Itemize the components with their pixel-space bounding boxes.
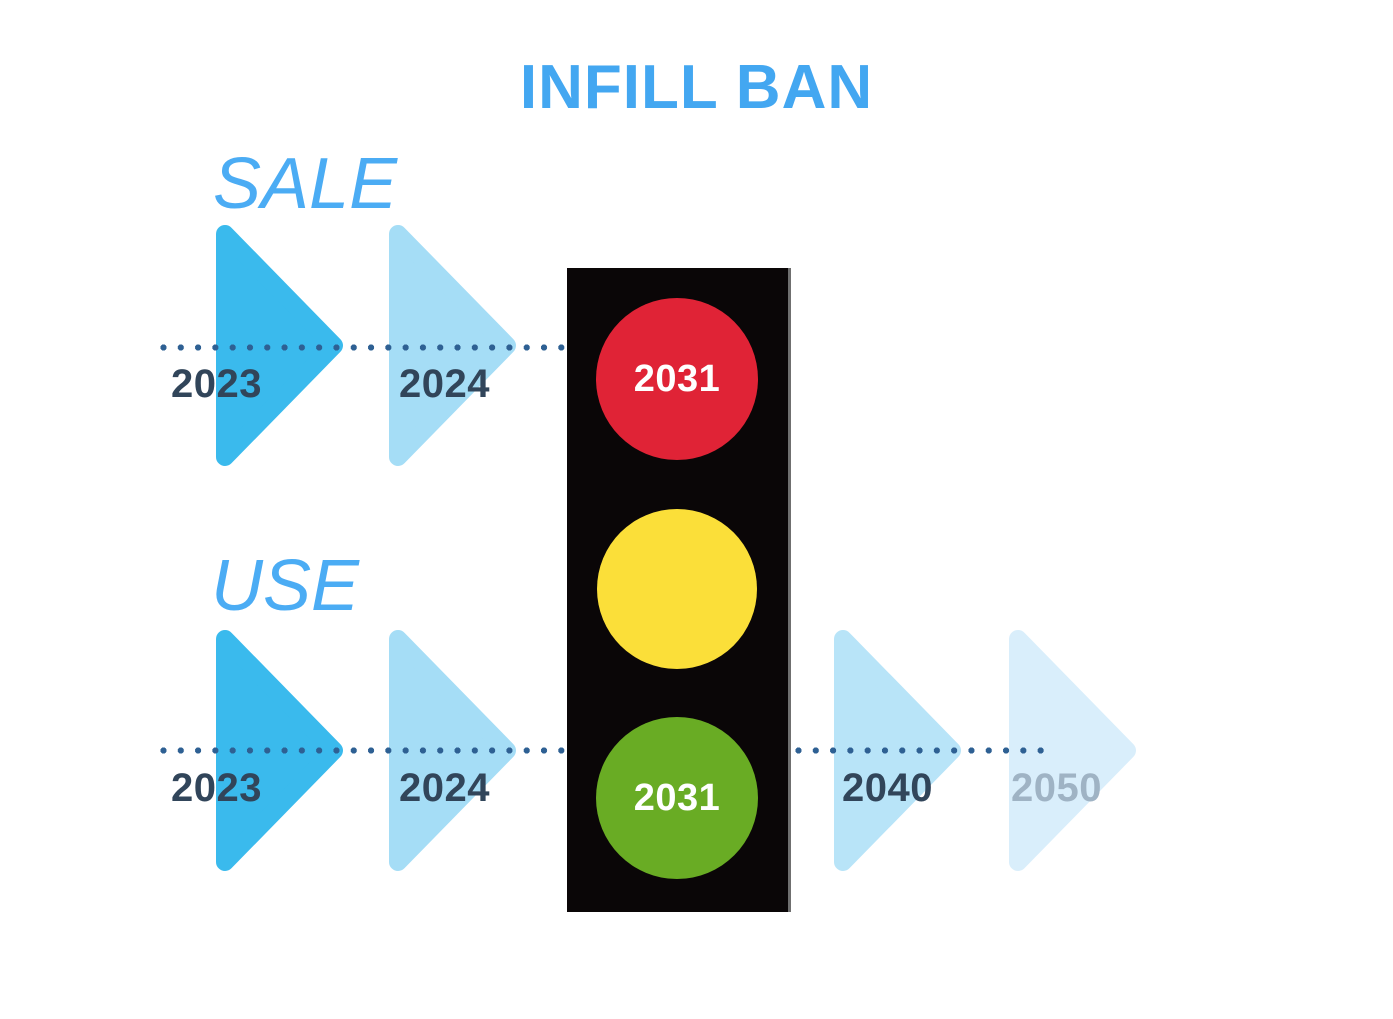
year-label-sale-2024: 2024 xyxy=(399,362,490,406)
timeline-dots-use-right xyxy=(795,747,1048,754)
yellow-light xyxy=(597,509,757,669)
year-label-sale-2023: 2023 xyxy=(171,362,262,406)
timeline-dots-sale xyxy=(160,344,566,351)
timeline-dots-use-left xyxy=(160,747,566,754)
year-label-use-2024: 2024 xyxy=(399,766,490,810)
red-light-year: 2031 xyxy=(633,357,721,400)
traffic-light: 2031 2031 xyxy=(567,268,791,912)
row-label-sale: SALE xyxy=(213,144,398,224)
year-label-use-2023: 2023 xyxy=(171,766,262,810)
page-title: INFILL BAN xyxy=(519,53,874,122)
year-label-use-2050: 2050 xyxy=(1011,766,1102,810)
row-label-use: USE xyxy=(211,546,360,626)
green-light-year: 2031 xyxy=(633,776,721,819)
red-light: 2031 xyxy=(596,298,758,460)
green-light: 2031 xyxy=(596,717,758,879)
year-label-use-2040: 2040 xyxy=(842,766,933,810)
